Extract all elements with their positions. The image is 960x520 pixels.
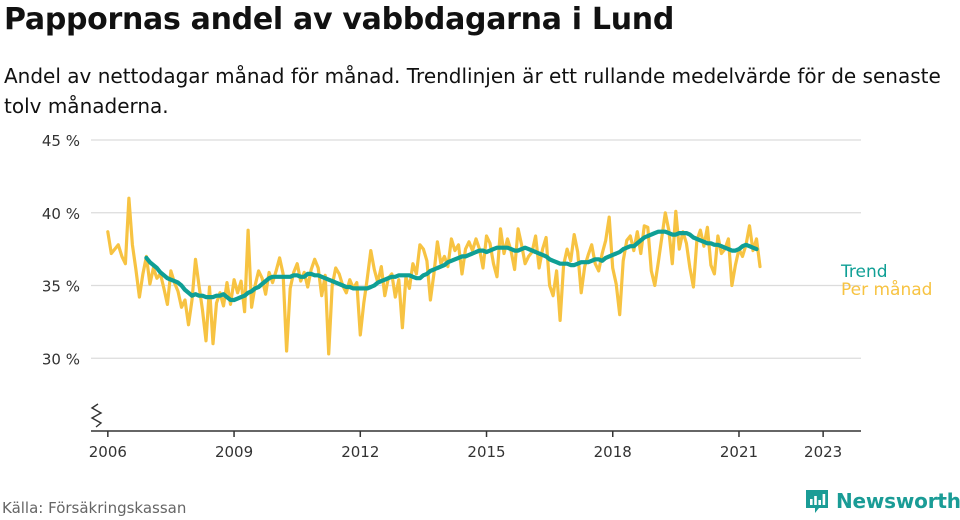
chart-subtitle: Andel av nettodagar månad för månad. Tre… bbox=[4, 64, 941, 118]
x-tick-label: 2012 bbox=[341, 443, 379, 461]
y-tick-label: 45 % bbox=[42, 132, 80, 150]
legend-label-monthly: Per månad bbox=[841, 279, 932, 300]
axis-break-icon bbox=[90, 403, 103, 428]
brand-logo-group: Newsworthy bbox=[804, 488, 960, 514]
x-tick-label: 2018 bbox=[594, 443, 632, 461]
y-tick-label: 40 % bbox=[42, 205, 80, 223]
newsworthy-logo-icon bbox=[806, 490, 828, 513]
legend-label-trend: Trend bbox=[840, 262, 888, 282]
source-note: Källa: Försäkringskassan bbox=[2, 499, 187, 517]
x-tick-label: 2006 bbox=[89, 443, 127, 461]
x-tick-label: 2021 bbox=[720, 443, 758, 461]
x-tick-label: 2015 bbox=[467, 443, 505, 461]
x-tick-label: 2009 bbox=[215, 443, 253, 461]
y-tick-label: 35 % bbox=[42, 278, 80, 296]
brand-name: Newsworthy bbox=[836, 489, 960, 513]
chart-title: Pappornas andel av vabbdagarna i Lund bbox=[4, 2, 675, 37]
y-tick-label: 30 % bbox=[42, 350, 80, 368]
x-tick-label: 2023 bbox=[804, 443, 842, 461]
trend-series-line bbox=[144, 229, 759, 303]
monthly-series-line bbox=[106, 196, 762, 356]
